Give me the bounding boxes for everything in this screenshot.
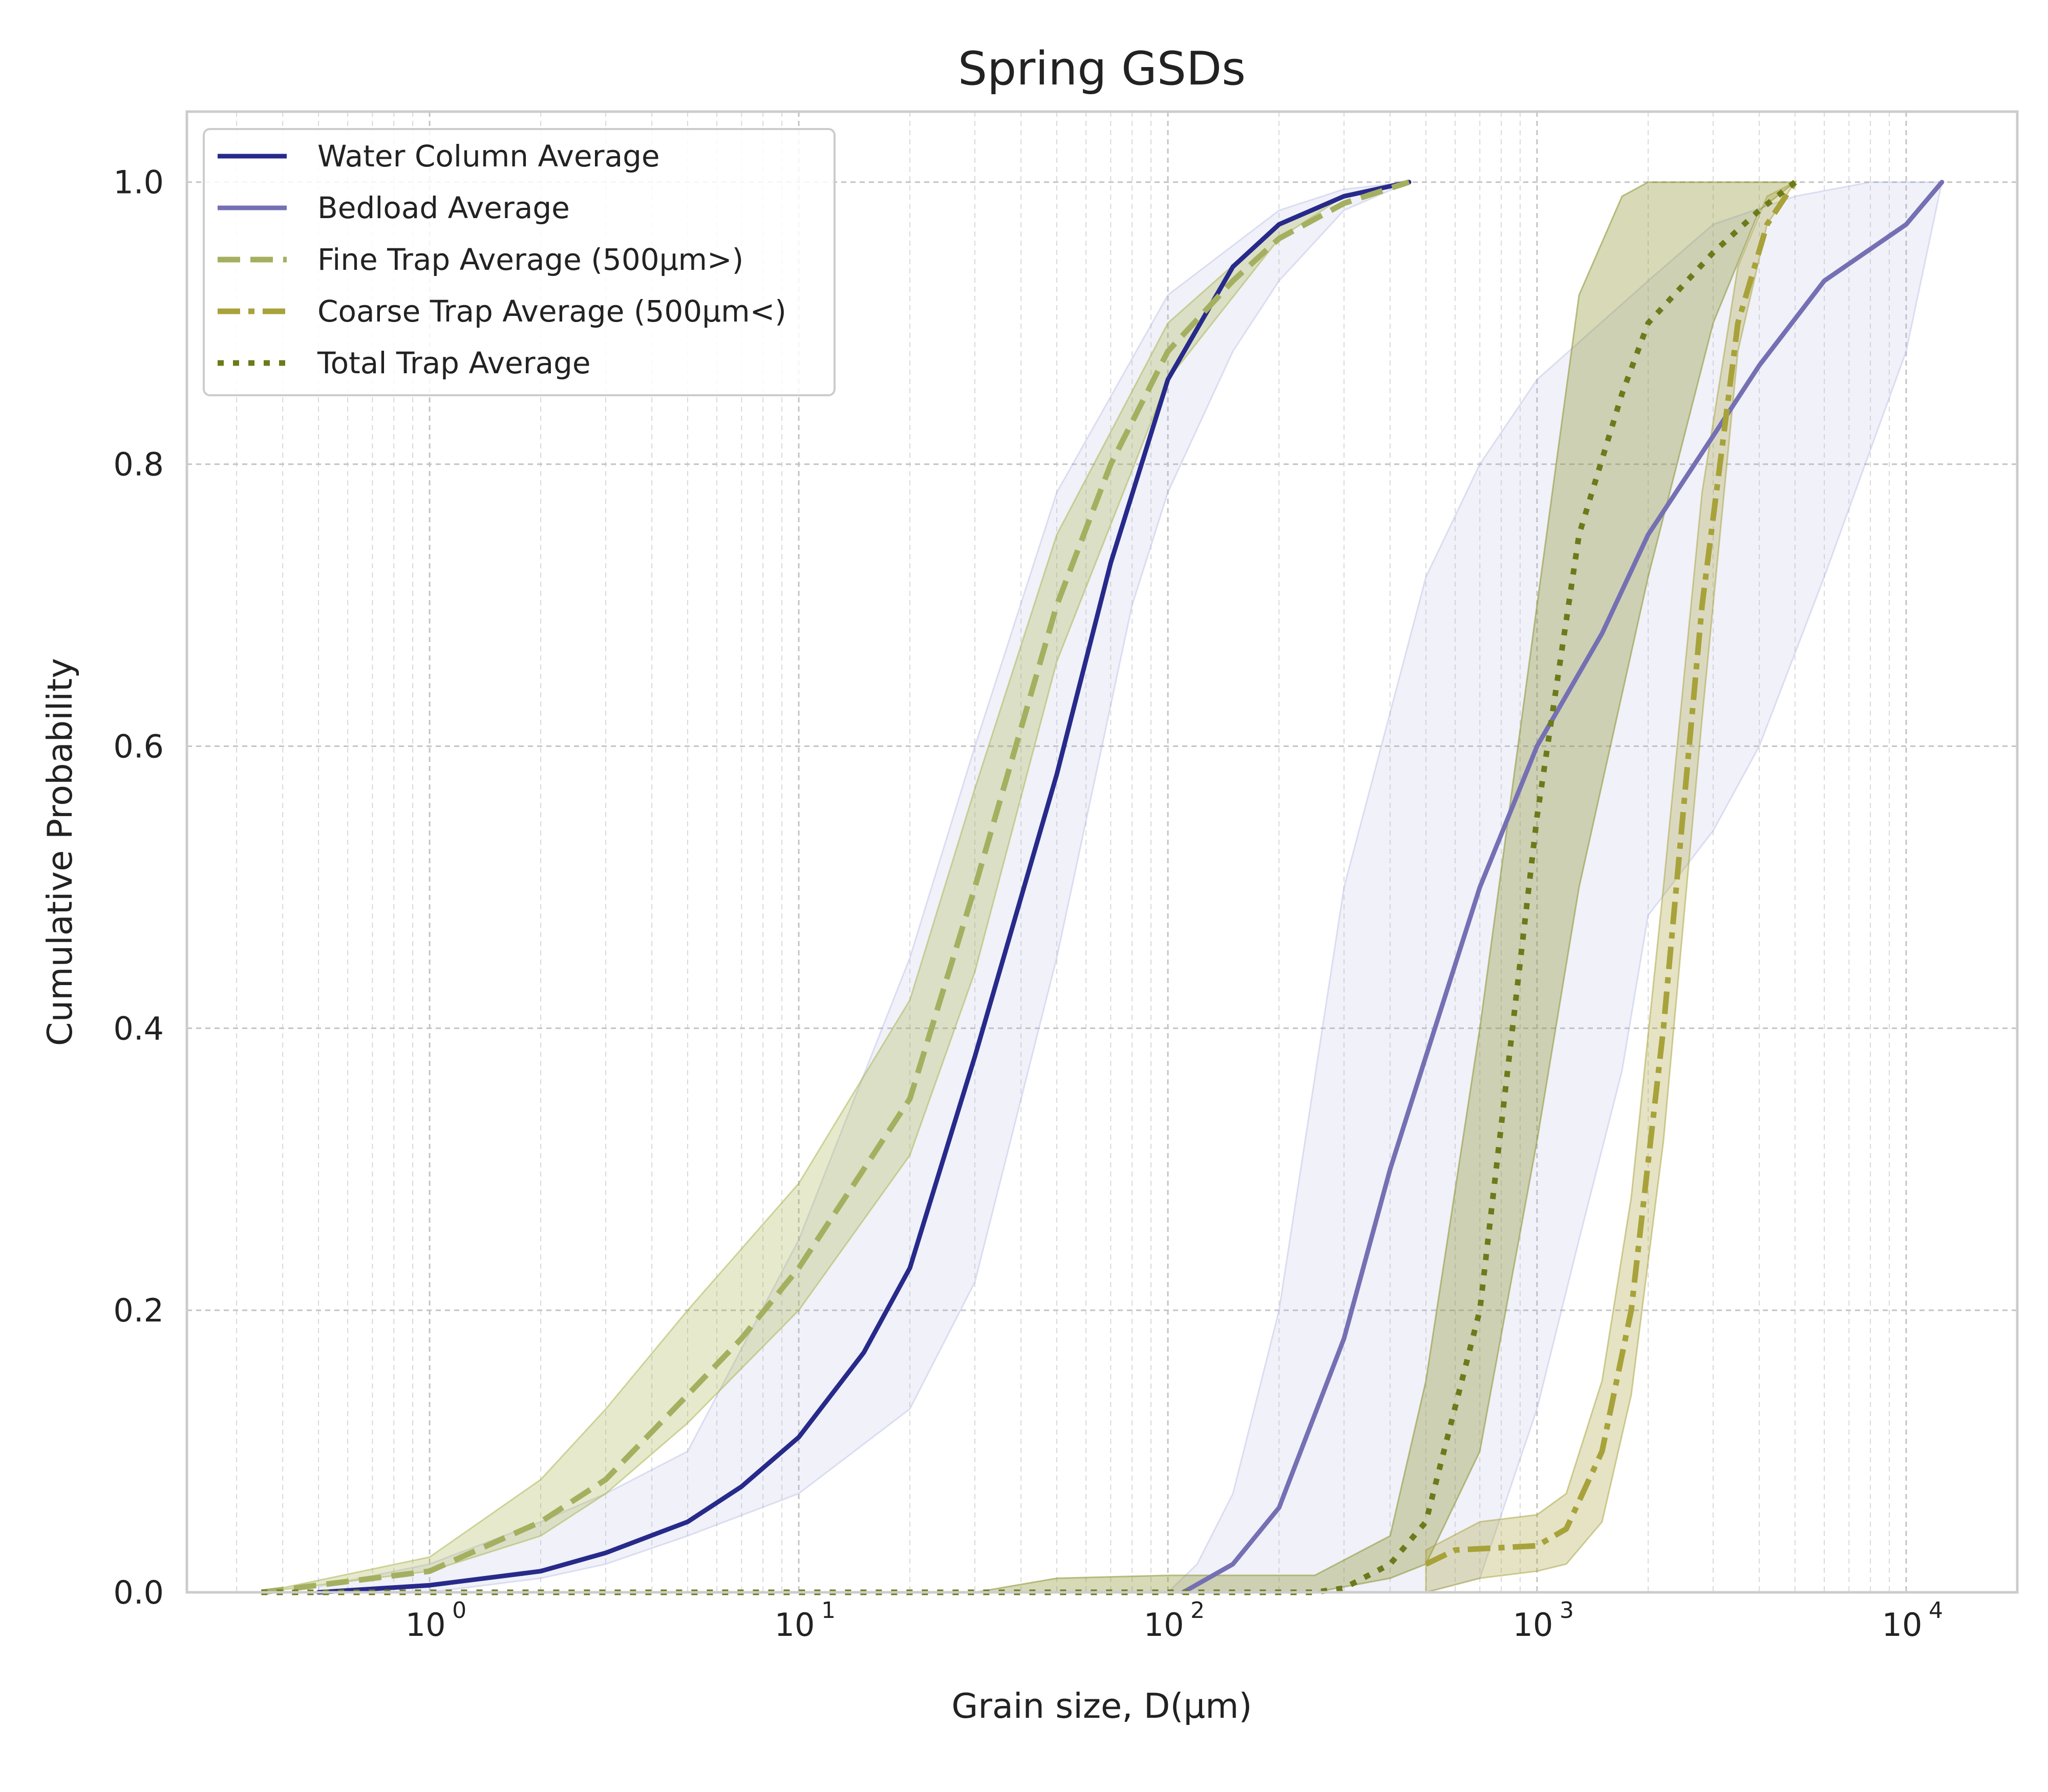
legend-box <box>203 128 836 396</box>
x-tick-exponent: 3 <box>1560 1597 1574 1624</box>
series-line-1 <box>316 180 1412 1595</box>
x-tick-exponent: 1 <box>821 1597 836 1624</box>
series-line-4 <box>1424 180 1798 1567</box>
grid <box>187 112 2018 1593</box>
legend-label-1: Water Column Average <box>317 139 660 174</box>
x-tick-label: 10 <box>1882 1606 1923 1644</box>
chart-title: Spring GSDs <box>958 42 1246 96</box>
x-tick-exponent: 4 <box>1929 1597 1943 1624</box>
legend-label-4: Coarse Trap Average (500μm<) <box>317 294 786 329</box>
y-tick-label: 0.6 <box>113 728 164 765</box>
tick-labels: 0.00.20.40.60.81.010 0 10 1 10 2 10 3 10 4 <box>113 164 1943 1644</box>
series-line-5 <box>261 180 1797 1595</box>
series-line-3 <box>261 179 1410 1595</box>
x-tick-label: 10 <box>406 1606 446 1644</box>
series-line-2 <box>1181 180 1945 1595</box>
x-axis-label: Grain size, D(μm) <box>951 1686 1252 1726</box>
legend-label-2: Bedload Average <box>317 190 570 225</box>
y-axis-label: Cumulative Probability <box>40 658 80 1046</box>
legend: Water Column Average Bedload Average Fine … <box>203 128 836 396</box>
x-tick-label: 10 <box>1513 1606 1553 1644</box>
y-tick-label: 0.0 <box>113 1574 164 1611</box>
legend-label-5: Total Trap Average <box>317 346 591 380</box>
legend-label-3: Fine Trap Average (500μm>) <box>317 242 743 277</box>
plot-frame <box>185 110 2019 1594</box>
y-tick-label: 1.0 <box>113 164 164 201</box>
x-tick-label: 10 <box>775 1606 815 1644</box>
series-layer <box>261 179 1945 1595</box>
y-tick-label: 0.8 <box>113 446 164 483</box>
x-tick-label: 10 <box>1144 1606 1184 1644</box>
x-tick-exponent: 0 <box>452 1597 466 1624</box>
y-tick-label: 0.4 <box>113 1010 164 1047</box>
x-tick-exponent: 2 <box>1190 1597 1205 1624</box>
y-tick-label: 0.2 <box>113 1292 164 1329</box>
confidence-band <box>317 181 1410 1593</box>
